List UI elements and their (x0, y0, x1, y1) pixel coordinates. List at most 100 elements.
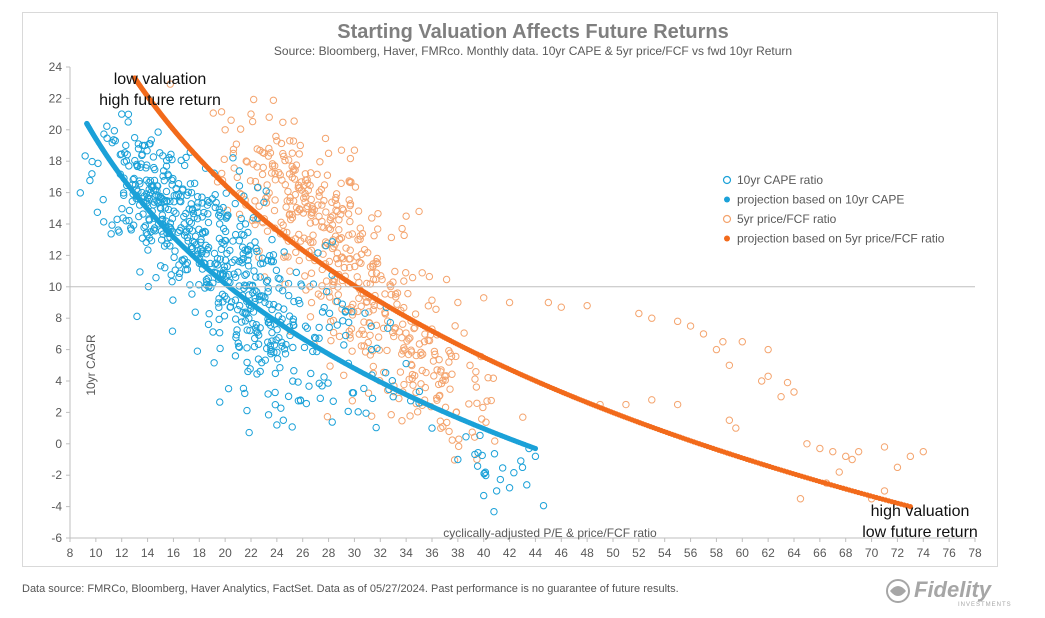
scatter-point (374, 225, 382, 233)
scatter-point (156, 262, 165, 270)
scatter-point (344, 210, 353, 218)
scatter-point (76, 189, 85, 197)
scatter-point (333, 297, 341, 306)
scatter-point (253, 247, 261, 256)
scatter-point (436, 417, 445, 425)
scatter-point (264, 390, 272, 398)
scatter-point (405, 375, 413, 383)
scatter-point (829, 447, 837, 456)
scatter-point (292, 268, 301, 277)
scatter-point (523, 481, 531, 489)
scatter-point (203, 201, 212, 209)
scatter-point (429, 357, 438, 365)
x-tick-label: 44 (529, 546, 543, 560)
scatter-point (177, 197, 185, 206)
scatter-point (364, 338, 372, 347)
scatter-point (402, 212, 410, 220)
scatter-point (333, 254, 341, 263)
projection-point (532, 445, 539, 452)
scatter-point (315, 334, 323, 342)
x-tick-label: 66 (813, 546, 827, 560)
scatter-point (279, 118, 287, 126)
scatter-point (314, 201, 322, 209)
scatter-point (195, 281, 203, 289)
scatter-point (325, 309, 334, 318)
scatter-point (428, 296, 436, 304)
scatter-point (124, 118, 132, 126)
scatter-point (250, 342, 259, 351)
scatter-point (249, 308, 258, 316)
scatter-point (156, 192, 165, 201)
scatter-point (448, 436, 456, 444)
x-tick-label: 56 (684, 546, 698, 560)
scatter-point (286, 267, 294, 275)
scatter-point (358, 229, 367, 238)
scatter-point (183, 191, 191, 199)
scatter-point (142, 176, 151, 184)
scatter-point (209, 109, 217, 117)
scatter-point (446, 349, 454, 357)
scatter-point (193, 347, 202, 355)
scatter-point (278, 286, 287, 295)
scatter-point (231, 256, 239, 264)
scatter-point (337, 179, 345, 188)
scatter-point (719, 338, 727, 346)
scatter-point (243, 326, 251, 334)
scatter-point (288, 149, 297, 157)
scatter-point (271, 162, 279, 170)
scatter-point (179, 257, 187, 265)
x-tick-label: 16 (167, 546, 181, 560)
scatter-point (287, 215, 295, 224)
scatter-point (407, 360, 415, 369)
y-tick-label: 4 (55, 374, 62, 388)
scatter-point (263, 276, 272, 285)
y-tick-label: 0 (55, 437, 62, 451)
scatter-point (233, 326, 241, 334)
scatter-point (307, 298, 316, 307)
annotation-top-left: low valuation (114, 71, 207, 88)
scatter-point (292, 248, 300, 256)
scatter-point (238, 230, 246, 238)
scatter-point (242, 270, 251, 278)
scatter-point (149, 153, 158, 161)
scatter-point (143, 231, 152, 239)
scatter-point (276, 363, 284, 372)
scatter-point (557, 303, 565, 311)
scatter-point (673, 400, 682, 409)
scatter-point (295, 205, 304, 214)
scatter-point (374, 209, 382, 218)
scatter-point (332, 194, 340, 202)
scatter-point (425, 272, 434, 281)
scatter-point (325, 323, 333, 332)
scatter-point (256, 324, 264, 332)
scatter-point (402, 359, 410, 368)
scatter-point (261, 298, 269, 307)
x-tick-label: 30 (348, 546, 362, 560)
x-tick-label: 36 (425, 546, 439, 560)
x-tick-label: 52 (632, 546, 646, 560)
scatter-point (281, 350, 290, 358)
scatter-point (239, 384, 248, 393)
x-tick-label: 28 (322, 546, 336, 560)
scatter-point (186, 180, 195, 188)
scatter-point (152, 273, 160, 282)
scatter-point (275, 284, 283, 292)
scatter-point (182, 265, 190, 274)
scatter-point (167, 271, 175, 279)
scatter-point (194, 208, 202, 216)
scatter-point (241, 389, 249, 398)
scatter-point (233, 173, 241, 182)
scatter-point (280, 345, 289, 353)
x-tick-label: 24 (270, 546, 284, 560)
scatter-point (320, 196, 328, 205)
scatter-point (344, 318, 353, 327)
scatter-point (374, 333, 383, 341)
scatter-point (273, 326, 281, 334)
scatter-point (320, 181, 329, 189)
scatter-point (170, 207, 178, 215)
scatter-point (417, 380, 425, 388)
scatter-point (224, 270, 233, 279)
scatter-point (451, 322, 459, 330)
scatter-point (261, 294, 269, 302)
scatter-point (88, 170, 96, 178)
